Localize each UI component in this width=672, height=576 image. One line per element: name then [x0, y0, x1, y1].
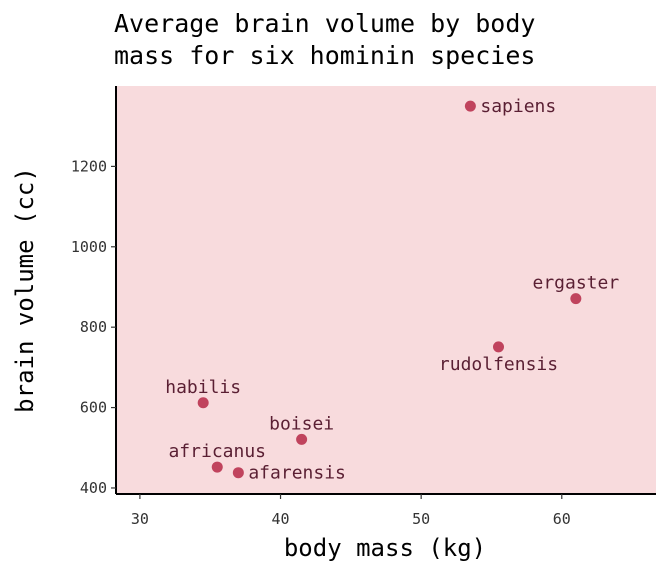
point-label: afarensis: [248, 463, 346, 484]
data-point: [197, 397, 209, 409]
y-tick-label: 1200: [71, 157, 107, 175]
data-point: [493, 341, 504, 353]
point-label: ergaster: [532, 273, 619, 294]
chart-title: Average brain volume by body mass for si…: [114, 8, 664, 72]
x-axis-ticks: 30 40 50 60: [131, 494, 571, 528]
plot-panel: [116, 86, 656, 494]
y-tick-label: 400: [80, 479, 107, 497]
point-label: sapiens: [480, 96, 556, 117]
chart-title-line-2: mass for six hominin species: [114, 41, 536, 70]
data-point: [296, 433, 308, 445]
point-label: africanus: [168, 441, 266, 462]
x-tick-label: 50: [412, 510, 430, 528]
point-label: rudolfensis: [439, 354, 558, 375]
x-tick-label: 60: [553, 510, 571, 528]
chart-title-line-1: Average brain volume by body: [114, 9, 536, 38]
point-label: habilis: [165, 377, 241, 398]
data-point: [211, 461, 223, 473]
x-tick-label: 40: [272, 510, 290, 528]
y-tick-label: 1000: [71, 238, 107, 256]
y-tick-label: 800: [80, 318, 107, 336]
x-axis-title: body mass (kg): [284, 534, 486, 562]
data-point: [464, 100, 476, 112]
y-axis-title: brain volume (cc): [11, 167, 39, 413]
y-tick-label: 600: [80, 399, 107, 417]
y-axis-ticks: 400 600 800 1000 1200: [71, 157, 116, 497]
data-marks: sapiensergasterrudolfensishabilisboiseia…: [165, 96, 619, 484]
x-tick-label: 30: [131, 510, 149, 528]
data-point: [232, 467, 244, 479]
data-point: [570, 293, 582, 305]
point-label: boisei: [269, 413, 334, 434]
